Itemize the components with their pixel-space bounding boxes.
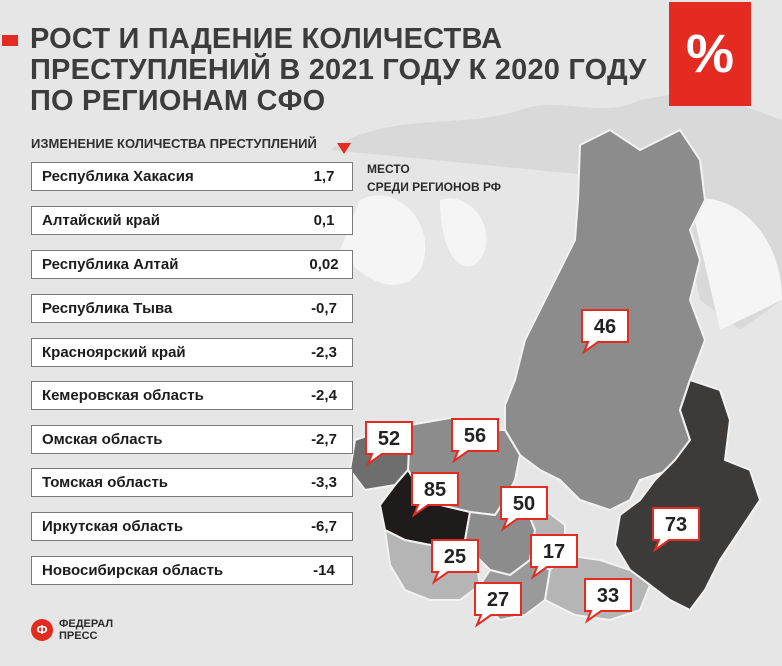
place-callout: 33 [584, 578, 632, 624]
percent-badge: % [669, 2, 751, 106]
callout-box [431, 539, 479, 585]
region-name: Красноярский край [42, 344, 186, 361]
callout-label: 50 [513, 493, 535, 515]
region-name: Республика Хакасия [42, 168, 194, 185]
change-value: 0,02 [309, 256, 339, 273]
callout-box [530, 534, 578, 580]
callout-label: 52 [378, 428, 400, 450]
change-value: -2,4 [311, 387, 337, 404]
place-callout: 50 [500, 486, 548, 532]
callout-label: 25 [444, 546, 466, 568]
change-value: -14 [313, 562, 335, 579]
place-callout: 27 [474, 582, 522, 628]
callout-label: 17 [543, 541, 565, 563]
change-value: -0,7 [311, 300, 337, 317]
table-row: Кемеровская область -2,4 [31, 381, 353, 410]
down-triangle-icon [337, 143, 351, 154]
federal-press-logo: Ф ФЕДЕРАЛ ПРЕСС [31, 618, 113, 642]
table-row: Республика Тыва -0,7 [31, 294, 353, 323]
place-callout: 25 [431, 539, 479, 585]
table-row: Томская область -3,3 [31, 468, 353, 497]
callout-label: 27 [487, 589, 509, 611]
callout-label: 56 [464, 425, 486, 447]
logo-line2: ПРЕСС [59, 630, 98, 642]
callout-box [411, 472, 459, 518]
table-row: Омская область -2,7 [31, 425, 353, 454]
table-row: Алтайский край 0,1 [31, 206, 353, 235]
logo-line1: ФЕДЕРАЛ [59, 618, 114, 630]
callout-box [652, 507, 700, 553]
callout-box [474, 582, 522, 628]
change-value: -6,7 [311, 518, 337, 535]
region-name: Республика Алтай [42, 256, 179, 273]
region-name: Новосибирская область [42, 562, 224, 579]
table-row: Новосибирская область -14 [31, 556, 353, 585]
place-header-line2: СРЕДИ РЕГИОНОВ РФ [367, 180, 502, 194]
place-callout: 52 [365, 421, 413, 467]
callout-label: 73 [665, 514, 687, 536]
place-callout: 46 [581, 309, 629, 355]
federal-press-logo-icon: Ф [31, 619, 53, 641]
callout-box [500, 486, 548, 532]
region-name: Иркутская область [42, 518, 184, 535]
callout-box [365, 421, 413, 467]
place-callout: 17 [530, 534, 578, 580]
region-name: Кемеровская область [42, 387, 204, 404]
change-value: -2,7 [311, 431, 337, 448]
callout-label: 33 [597, 585, 619, 607]
change-column-header: ИЗМЕНЕНИЕ КОЛИЧЕСТВА ПРЕСТУПЛЕНИЙ [31, 136, 317, 151]
table-row: Красноярский край -2,3 [31, 338, 353, 367]
callout-box [584, 578, 632, 624]
place-callouts: 46 52 56 85 50 25 17 27 33 73 [365, 309, 700, 628]
title-accent-bar [2, 35, 18, 46]
change-value: 0,1 [313, 212, 335, 229]
region-name: Омская область [42, 431, 163, 448]
callout-label: 85 [424, 479, 446, 501]
place-callout: 56 [451, 418, 499, 464]
place-callout: 73 [652, 507, 700, 553]
place-header-line1: МЕСТО [367, 162, 410, 176]
region-name: Республика Тыва [42, 300, 173, 317]
white-sea-area [340, 195, 426, 285]
callout-box [451, 418, 499, 464]
table-row: Республика Алтай 0,02 [31, 250, 353, 279]
place-column-header: МЕСТО СРЕДИ РЕГИОНОВ РФ [367, 160, 501, 196]
callout-label: 46 [594, 316, 616, 338]
white-area-east [690, 198, 782, 330]
region-name: Томская область [42, 474, 169, 491]
table-row: Республика Хакасия 1,7 [31, 162, 353, 191]
region-irkutsk [613, 378, 762, 612]
change-value: -2,3 [311, 344, 337, 361]
callout-box [581, 309, 629, 355]
place-callout: 85 [411, 472, 459, 518]
table-row: Иркутская область -6,7 [31, 512, 353, 541]
region-name: Алтайский край [42, 212, 160, 229]
change-value: 1,7 [313, 168, 335, 185]
chart-title: РОСТ И ПАДЕНИЕ КОЛИЧЕСТВА ПРЕСТУПЛЕНИЙ В… [30, 23, 647, 117]
change-value: -3,3 [311, 474, 337, 491]
white-coast-area [440, 198, 487, 267]
